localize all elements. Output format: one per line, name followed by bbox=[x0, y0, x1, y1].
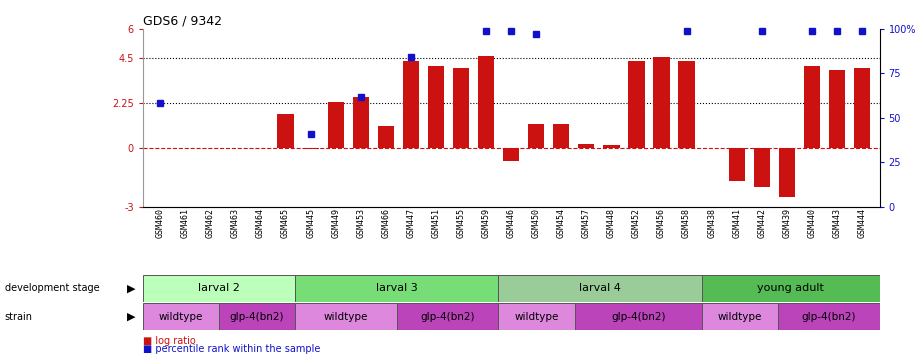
Bar bbox=[603, 145, 620, 147]
Bar bbox=[498, 275, 702, 302]
Bar bbox=[829, 70, 845, 147]
Text: young adult: young adult bbox=[757, 283, 824, 293]
Bar bbox=[554, 124, 569, 147]
Bar bbox=[378, 126, 394, 147]
Text: GSM456: GSM456 bbox=[657, 208, 666, 238]
Text: GDS6 / 9342: GDS6 / 9342 bbox=[143, 14, 222, 27]
Bar bbox=[854, 68, 870, 147]
Bar bbox=[729, 147, 745, 181]
Bar bbox=[453, 68, 469, 147]
Bar bbox=[498, 303, 575, 330]
Text: glp-4(bn2): glp-4(bn2) bbox=[801, 312, 856, 322]
Text: GSM440: GSM440 bbox=[808, 208, 816, 238]
Text: GSM439: GSM439 bbox=[782, 208, 791, 238]
Bar bbox=[578, 144, 594, 147]
Text: GSM453: GSM453 bbox=[356, 208, 366, 238]
Text: GSM446: GSM446 bbox=[507, 208, 516, 238]
Bar bbox=[575, 303, 702, 330]
Bar bbox=[702, 303, 778, 330]
Text: GSM450: GSM450 bbox=[531, 208, 541, 238]
Bar bbox=[219, 303, 296, 330]
Text: larval 4: larval 4 bbox=[579, 283, 621, 293]
Text: glp-4(bn2): glp-4(bn2) bbox=[611, 312, 666, 322]
Text: ■ percentile rank within the sample: ■ percentile rank within the sample bbox=[143, 344, 321, 354]
Bar bbox=[503, 147, 519, 161]
Text: GSM466: GSM466 bbox=[381, 208, 391, 238]
Bar bbox=[753, 147, 770, 187]
Text: ▶: ▶ bbox=[127, 283, 135, 293]
Text: GSM447: GSM447 bbox=[406, 208, 415, 238]
Bar bbox=[428, 66, 444, 147]
Bar bbox=[478, 56, 495, 147]
Text: ■ log ratio: ■ log ratio bbox=[143, 336, 195, 346]
Bar bbox=[353, 97, 369, 147]
Text: GSM448: GSM448 bbox=[607, 208, 616, 238]
Bar bbox=[702, 275, 880, 302]
Text: glp-4(bn2): glp-4(bn2) bbox=[230, 312, 285, 322]
Text: wildtype: wildtype bbox=[324, 312, 368, 322]
Bar bbox=[143, 275, 296, 302]
Bar bbox=[143, 303, 219, 330]
Text: larval 2: larval 2 bbox=[198, 283, 239, 293]
Text: larval 3: larval 3 bbox=[376, 283, 418, 293]
Text: GSM454: GSM454 bbox=[557, 208, 565, 238]
Text: GSM461: GSM461 bbox=[181, 208, 190, 238]
Text: wildtype: wildtype bbox=[514, 312, 559, 322]
Text: GSM441: GSM441 bbox=[732, 208, 741, 238]
Text: strain: strain bbox=[5, 312, 32, 322]
Bar bbox=[628, 61, 645, 147]
Bar bbox=[778, 147, 795, 197]
Bar bbox=[296, 303, 397, 330]
Text: GSM451: GSM451 bbox=[431, 208, 440, 238]
Bar bbox=[397, 303, 498, 330]
Text: wildtype: wildtype bbox=[158, 312, 203, 322]
Text: GSM462: GSM462 bbox=[206, 208, 215, 238]
Bar bbox=[778, 303, 880, 330]
Bar bbox=[804, 66, 820, 147]
Bar bbox=[302, 147, 319, 149]
Text: GSM460: GSM460 bbox=[156, 208, 165, 238]
Bar bbox=[328, 102, 344, 147]
Text: GSM452: GSM452 bbox=[632, 208, 641, 238]
Text: GSM443: GSM443 bbox=[833, 208, 842, 238]
Text: GSM464: GSM464 bbox=[256, 208, 265, 238]
Text: GSM463: GSM463 bbox=[231, 208, 240, 238]
Bar bbox=[653, 57, 670, 147]
Text: GSM449: GSM449 bbox=[332, 208, 340, 238]
Text: GSM457: GSM457 bbox=[582, 208, 591, 238]
Text: wildtype: wildtype bbox=[717, 312, 762, 322]
Text: GSM445: GSM445 bbox=[306, 208, 315, 238]
Text: glp-4(bn2): glp-4(bn2) bbox=[420, 312, 475, 322]
Text: ▶: ▶ bbox=[127, 312, 135, 322]
Text: GSM444: GSM444 bbox=[857, 208, 867, 238]
Bar bbox=[296, 275, 498, 302]
Text: GSM438: GSM438 bbox=[707, 208, 717, 238]
Text: GSM442: GSM442 bbox=[757, 208, 766, 238]
Text: development stage: development stage bbox=[5, 283, 99, 293]
Bar bbox=[679, 61, 694, 147]
Bar bbox=[528, 124, 544, 147]
Text: GSM465: GSM465 bbox=[281, 208, 290, 238]
Text: GSM459: GSM459 bbox=[482, 208, 491, 238]
Bar bbox=[402, 61, 419, 147]
Bar bbox=[277, 114, 294, 147]
Text: GSM458: GSM458 bbox=[682, 208, 691, 238]
Text: GSM455: GSM455 bbox=[457, 208, 465, 238]
